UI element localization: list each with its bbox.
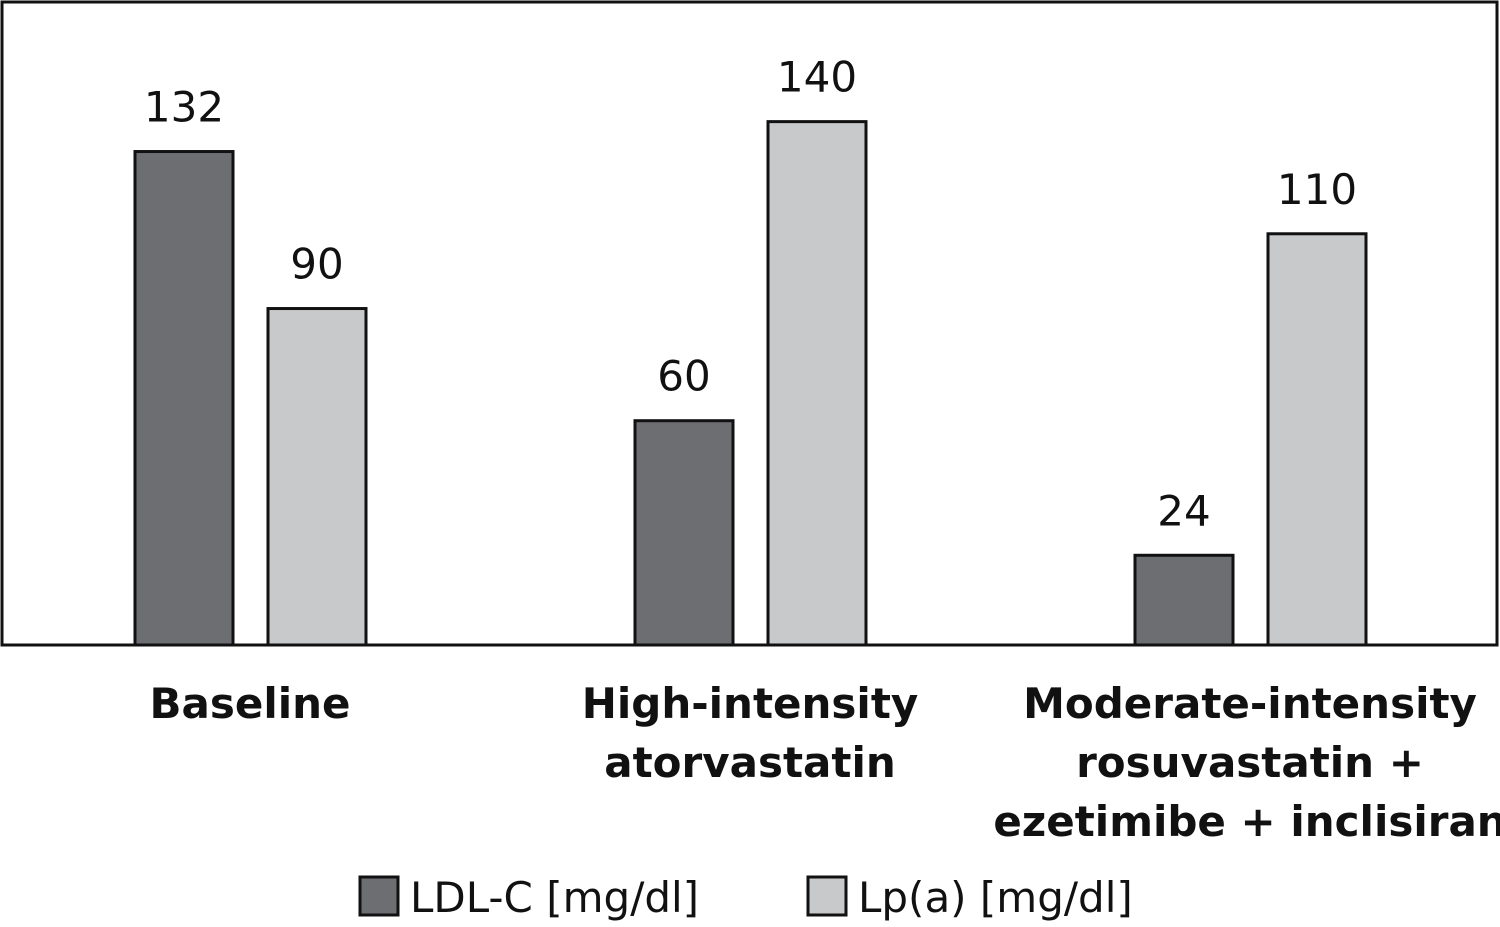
value-label: 110 (1277, 165, 1357, 214)
bar (133, 150, 235, 647)
x-tick-label: Baseline (149, 679, 350, 728)
bar (266, 307, 368, 647)
legend-swatch (358, 875, 400, 917)
value-label: 132 (144, 83, 224, 132)
value-label: 140 (777, 53, 857, 102)
legend-swatch (806, 875, 848, 917)
legend-label: LDL-C [mg/dl] (410, 873, 699, 922)
x-tick-label: High-intensity atorvastatin (582, 679, 919, 787)
legend-label: Lp(a) [mg/dl] (858, 873, 1133, 922)
bar (1133, 553, 1235, 647)
x-tick-label: Moderate-intensity rosuvastatin + ezetimib… (993, 679, 1500, 846)
bar (766, 120, 868, 647)
value-label: 24 (1157, 486, 1210, 535)
bar (1266, 232, 1368, 647)
plot-frame (0, 0, 1499, 647)
value-label: 90 (290, 240, 343, 289)
value-label: 60 (657, 352, 710, 401)
bar (633, 419, 735, 647)
